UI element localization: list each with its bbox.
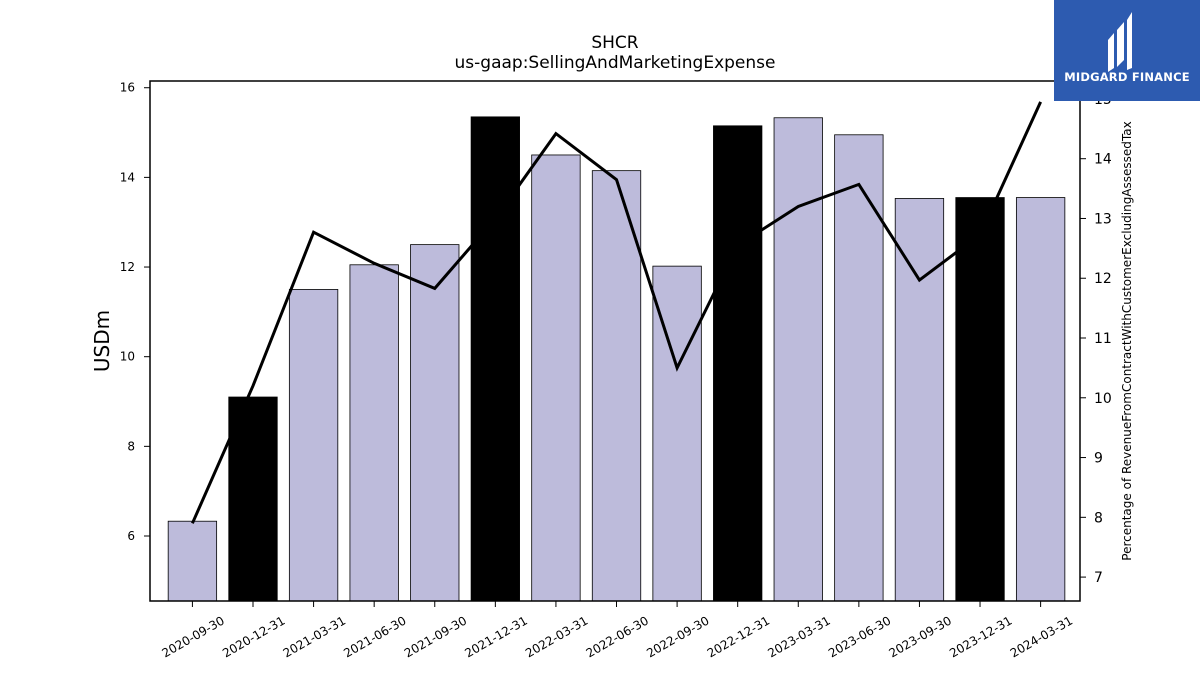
- x-tick-label: 2023-06-30: [826, 613, 893, 660]
- x-tick-label: 2024-03-31: [1008, 613, 1075, 660]
- x-tick-label: 2021-06-30: [341, 613, 408, 660]
- chart-subtitle: us-gaap:SellingAndMarketingExpense: [455, 53, 776, 73]
- bars-layer: [167, 116, 1066, 602]
- bar: [288, 289, 339, 602]
- x-tick-label: 2021-03-31: [281, 613, 348, 660]
- bar: [228, 396, 278, 602]
- y-tick-label: 10: [120, 350, 135, 364]
- y2-tick-label: 10: [1094, 391, 1112, 407]
- bar: [410, 244, 460, 602]
- y2-tick-label: 12: [1094, 271, 1112, 287]
- logo-text: MIDGARD FINANCE: [1064, 70, 1190, 84]
- y2-tick-label: 7: [1094, 570, 1103, 586]
- x-tick-label: 2023-09-30: [887, 613, 954, 660]
- chart-title: SHCR: [591, 33, 638, 53]
- midgard-finance-logo: MIDGARD FINANCE: [1054, 0, 1200, 101]
- bar: [773, 117, 823, 602]
- plot-frame: [149, 80, 1081, 602]
- x-tick-label: 2020-09-30: [160, 613, 227, 660]
- y2-tick-label: 11: [1094, 331, 1112, 347]
- x-tick-label: 2021-12-31: [462, 613, 529, 660]
- y2-tick-label: 9: [1094, 451, 1103, 467]
- bar: [894, 198, 945, 602]
- x-tick-label: 2023-03-31: [765, 613, 832, 660]
- y-tick-label: 16: [120, 81, 135, 95]
- percentage-line: [191, 101, 1042, 524]
- bar: [834, 134, 884, 602]
- bar: [470, 116, 520, 602]
- x-tick-label: 2021-09-30: [402, 613, 469, 660]
- line-layer: [191, 101, 1042, 524]
- x-tick-label: 2022-06-30: [584, 613, 651, 660]
- x-tick-label: 2022-09-30: [644, 613, 711, 660]
- y2-tick-label: 8: [1094, 510, 1103, 526]
- bar: [167, 520, 218, 602]
- bar: [955, 197, 1005, 602]
- y2-tick-label: 14: [1094, 152, 1112, 168]
- x-tick-label: 2020-12-31: [220, 613, 287, 660]
- y-tick-label: 8: [127, 439, 135, 453]
- y2-tick-label: 13: [1094, 211, 1112, 227]
- x-tick-label: 2023-12-31: [947, 613, 1014, 660]
- y2-axis-label: Percentage of RevenueFromContractWithCus…: [1120, 121, 1134, 560]
- bar: [1015, 197, 1066, 602]
- y-tick-label: 14: [120, 170, 135, 184]
- bar: [713, 125, 763, 602]
- bar: [531, 154, 581, 602]
- bar: [349, 264, 399, 602]
- y-tick-label: 6: [127, 529, 135, 543]
- y-axis-label: USDm: [90, 310, 114, 372]
- x-tick-label: 2022-12-31: [705, 613, 772, 660]
- y-tick-label: 12: [120, 260, 135, 274]
- logo-mark-icon: [1108, 12, 1132, 72]
- x-tick-label: 2022-03-31: [523, 613, 590, 660]
- bar: [591, 170, 642, 602]
